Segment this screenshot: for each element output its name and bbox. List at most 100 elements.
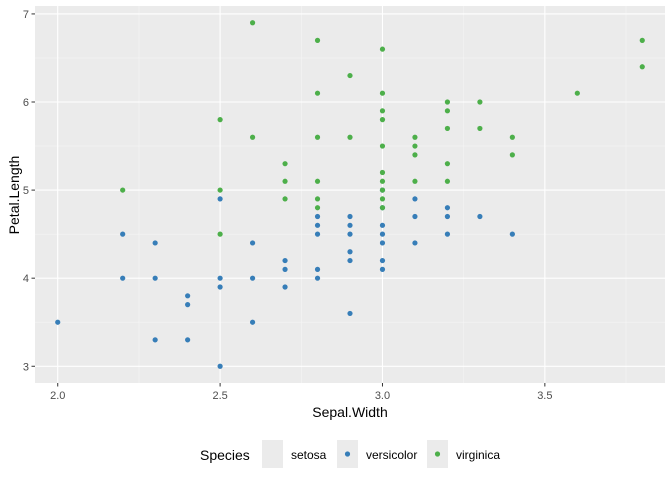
point-virginica — [379, 117, 386, 123]
point-versicolor — [152, 240, 158, 246]
legend-point-virginica — [434, 451, 441, 457]
legend-point-versicolor — [344, 451, 351, 457]
point-virginica — [249, 134, 256, 140]
point-versicolor — [444, 213, 451, 220]
point-virginica — [412, 134, 418, 140]
point-versicolor — [347, 257, 353, 264]
point-versicolor — [444, 205, 451, 211]
point-versicolor — [249, 319, 256, 325]
legend: Species setosa versicolor virginica — [200, 440, 500, 468]
point-versicolor — [347, 222, 353, 228]
point-virginica — [379, 178, 386, 184]
point-virginica — [347, 134, 353, 140]
y-tick-label: 6 — [23, 97, 29, 109]
point-virginica — [379, 143, 386, 149]
point-versicolor — [217, 363, 223, 369]
point-versicolor — [477, 213, 483, 220]
point-versicolor — [249, 275, 256, 281]
point-virginica — [379, 46, 386, 52]
point-virginica — [314, 134, 321, 140]
legend-label-virginica: virginica — [456, 448, 500, 462]
point-versicolor — [379, 231, 386, 237]
point-virginica — [444, 99, 451, 105]
point-virginica — [444, 161, 451, 167]
point-versicolor — [217, 284, 223, 290]
point-virginica — [217, 231, 223, 237]
x-tick-label: 2.0 — [50, 390, 65, 402]
point-virginica — [444, 108, 451, 114]
point-versicolor — [379, 257, 386, 264]
point-virginica — [379, 169, 386, 176]
point-versicolor — [379, 240, 386, 246]
y-tick-label: 3 — [23, 361, 29, 373]
point-versicolor — [120, 231, 126, 237]
legend-label-setosa: setosa — [291, 448, 327, 462]
point-virginica — [314, 37, 321, 43]
point-virginica — [314, 178, 321, 184]
point-versicolor — [412, 196, 418, 202]
point-versicolor — [152, 275, 158, 281]
point-virginica — [509, 152, 515, 158]
point-virginica — [379, 205, 386, 211]
y-tick-label: 5 — [23, 185, 29, 197]
legend-label-versicolor: versicolor — [366, 448, 417, 462]
point-virginica — [379, 90, 386, 96]
point-virginica — [477, 99, 483, 105]
point-virginica — [282, 161, 288, 167]
point-virginica — [444, 125, 451, 132]
point-versicolor — [185, 302, 191, 308]
x-tick-label: 3.5 — [537, 390, 552, 402]
point-versicolor — [444, 231, 451, 237]
y-axis-title: Petal.Length — [6, 156, 22, 235]
point-virginica — [282, 178, 288, 184]
legend-key-setosa — [262, 440, 283, 468]
point-virginica — [477, 125, 483, 132]
point-versicolor — [379, 222, 386, 228]
point-virginica — [412, 143, 418, 149]
point-versicolor — [347, 231, 353, 237]
point-virginica — [282, 196, 288, 202]
point-virginica — [412, 178, 418, 184]
point-virginica — [217, 187, 223, 193]
point-virginica — [120, 187, 126, 193]
y-tick-label: 4 — [23, 273, 29, 285]
point-versicolor — [55, 319, 61, 325]
point-virginica — [444, 178, 451, 184]
point-versicolor — [347, 213, 353, 220]
x-axis: 2.0 2.5 3.0 3.5 — [50, 383, 552, 402]
y-axis: 3 4 5 6 7 — [23, 9, 35, 373]
point-versicolor — [282, 266, 288, 272]
point-versicolor — [509, 231, 515, 237]
point-versicolor — [314, 222, 321, 228]
point-versicolor — [412, 240, 418, 246]
point-virginica — [379, 196, 386, 202]
point-versicolor — [347, 310, 353, 317]
point-versicolor — [152, 337, 158, 343]
point-versicolor — [282, 284, 288, 290]
point-versicolor — [314, 231, 321, 237]
y-tick-label: 7 — [23, 9, 29, 21]
legend-title: Species — [200, 447, 250, 463]
point-versicolor — [347, 249, 353, 255]
point-versicolor — [314, 275, 321, 281]
point-versicolor — [314, 266, 321, 272]
point-versicolor — [282, 257, 288, 264]
point-virginica — [639, 64, 645, 70]
point-virginica — [639, 37, 645, 43]
point-virginica — [379, 108, 386, 114]
data-points — [55, 20, 645, 369]
point-virginica — [412, 152, 418, 158]
point-virginica — [314, 90, 321, 96]
point-versicolor — [249, 240, 256, 246]
point-virginica — [249, 20, 256, 26]
point-versicolor — [185, 337, 191, 343]
point-virginica — [314, 196, 321, 202]
point-virginica — [347, 72, 353, 79]
x-axis-title: Sepal.Width — [312, 404, 387, 420]
point-versicolor — [185, 293, 191, 299]
point-versicolor — [120, 275, 126, 281]
point-virginica — [574, 90, 580, 96]
point-versicolor — [217, 275, 223, 281]
point-virginica — [314, 205, 321, 211]
